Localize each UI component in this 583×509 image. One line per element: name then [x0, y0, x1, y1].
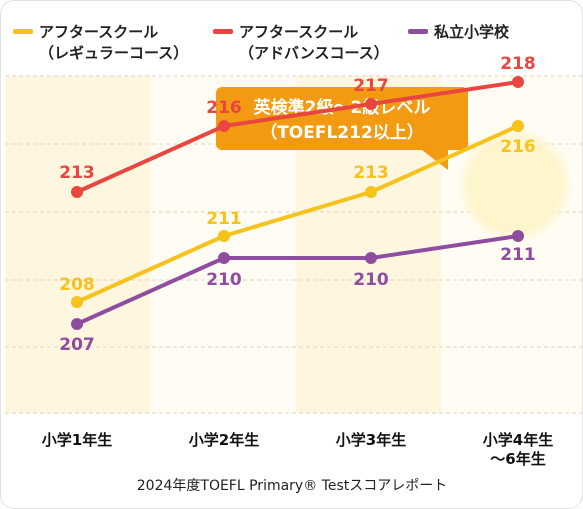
legend-label-1-2: （レギュラーコース） — [39, 44, 188, 62]
data-point-2-3 — [365, 98, 377, 110]
series-line-2 — [75, 80, 520, 194]
data-label-2-3: 217 — [353, 76, 389, 96]
legend-swatch-2 — [213, 29, 233, 34]
data-label-3-2: 210 — [206, 270, 242, 290]
legend-label-1-1: アフタースクール — [39, 23, 158, 41]
data-point-3-1 — [71, 318, 83, 330]
x-tick-label-3: 小学3年生 — [336, 431, 406, 449]
data-label-1-2: 211 — [206, 209, 242, 229]
callout-box — [216, 87, 468, 170]
legend-swatch-1 — [13, 29, 33, 34]
data-label-3-1: 207 — [59, 335, 95, 355]
data-point-1-4 — [512, 120, 524, 132]
data-label-3-3: 210 — [353, 270, 389, 290]
footnote: 2024年度TOEFL Primary® Testスコアレポート — [137, 478, 447, 494]
x-tick-label-2: 小学2年生 — [189, 431, 259, 449]
data-point-2-2 — [218, 120, 230, 132]
data-point-3-2 — [218, 252, 230, 264]
data-label-2-4: 218 — [500, 54, 536, 74]
data-point-1-2 — [218, 230, 230, 242]
data-label-1-1: 208 — [59, 275, 95, 295]
data-label-1-3: 213 — [353, 163, 389, 183]
x-tick-label-4-2: ～6年生 — [490, 450, 545, 468]
data-label-2-2: 216 — [206, 98, 242, 118]
column-band-1 — [5, 76, 151, 413]
series-line-1 — [75, 124, 520, 304]
legend-label-2-2: （アドバンスコース） — [239, 44, 389, 62]
legend-label-3-1: 私立小学校 — [433, 23, 510, 41]
x-tick-label-1: 小学1年生 — [42, 431, 112, 449]
highlight-glow — [457, 127, 573, 243]
legend-swatch-3 — [408, 29, 428, 34]
data-point-3-4 — [512, 230, 524, 242]
data-point-2-4 — [512, 76, 524, 88]
callout-text-2: （TOEFL212以上） — [260, 122, 424, 143]
data-point-1-3 — [365, 186, 377, 198]
data-label-2-1: 213 — [59, 163, 95, 183]
x-tick-label-4-1: 小学4年生 — [483, 431, 553, 449]
data-point-3-3 — [365, 252, 377, 264]
data-label-1-4: 216 — [500, 137, 536, 157]
data-label-3-4: 211 — [500, 245, 536, 265]
data-point-2-1 — [71, 186, 83, 198]
series-line-3 — [75, 234, 520, 326]
data-point-1-1 — [71, 296, 83, 308]
legend-label-2-1: アフタースクール — [239, 23, 358, 41]
